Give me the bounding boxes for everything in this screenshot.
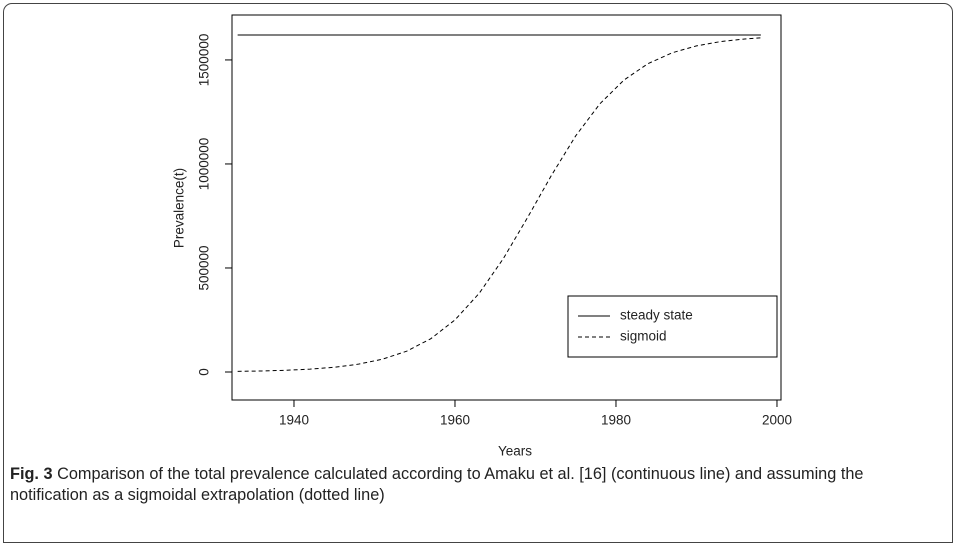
y-tick-label: 1000000 xyxy=(197,138,212,191)
x-tick-label: 2000 xyxy=(762,413,792,428)
y-tick-label: 0 xyxy=(197,368,212,376)
legend-label: sigmoid xyxy=(620,329,667,344)
x-tick-label: 1940 xyxy=(279,413,309,428)
caption-label: Fig. 3 xyxy=(10,465,53,483)
plot-box xyxy=(231,14,782,401)
chart: Years Prevalence(t) 0 500000 1000000 150000… xyxy=(172,14,792,459)
y-tick-label: 1500000 xyxy=(197,34,212,87)
x-tick-label: 1960 xyxy=(440,413,470,428)
y-axis-label: Prevalence(t) xyxy=(172,168,187,248)
caption-text: Comparison of the total prevalence calcu… xyxy=(10,465,864,504)
x-tick-label: 1980 xyxy=(601,413,631,428)
y-tick-label: 500000 xyxy=(197,245,212,290)
legend-label: steady state xyxy=(620,308,693,323)
x-axis-label: Years xyxy=(498,444,532,459)
legend-box xyxy=(567,295,778,358)
caption: Fig. 3 Comparison of the total prevalenc… xyxy=(10,464,945,506)
